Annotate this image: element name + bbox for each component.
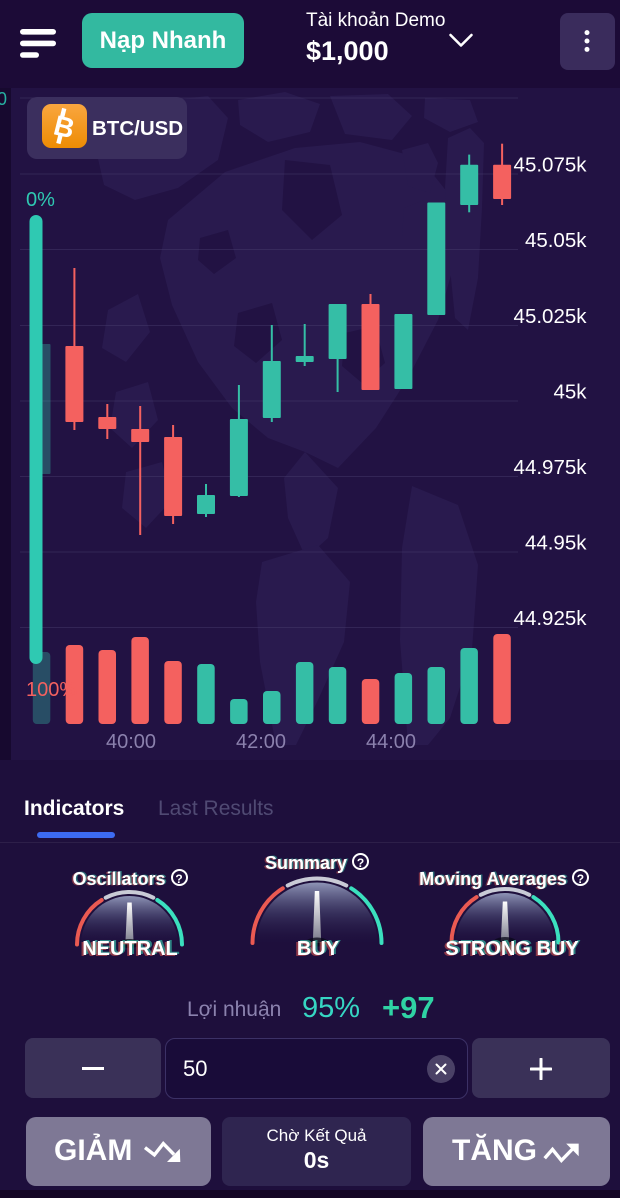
svg-text:44.925k: 44.925k <box>514 607 588 630</box>
svg-text:45.075k: 45.075k <box>514 154 588 177</box>
svg-text:42:00: 42:00 <box>236 731 286 753</box>
svg-text:44.95k: 44.95k <box>525 532 587 555</box>
svg-text:45k: 45k <box>553 381 587 404</box>
svg-text:44:00: 44:00 <box>366 731 416 753</box>
svg-text:40:00: 40:00 <box>106 731 156 753</box>
svg-text:44.975k: 44.975k <box>514 456 588 479</box>
svg-text:0%: 0% <box>26 189 55 211</box>
svg-text:0: 0 <box>0 89 7 109</box>
svg-text:100%: 100% <box>26 679 77 701</box>
svg-text:BTC/USD: BTC/USD <box>92 117 183 140</box>
svg-text:45.05k: 45.05k <box>525 229 587 252</box>
svg-text:45.025k: 45.025k <box>514 305 588 328</box>
